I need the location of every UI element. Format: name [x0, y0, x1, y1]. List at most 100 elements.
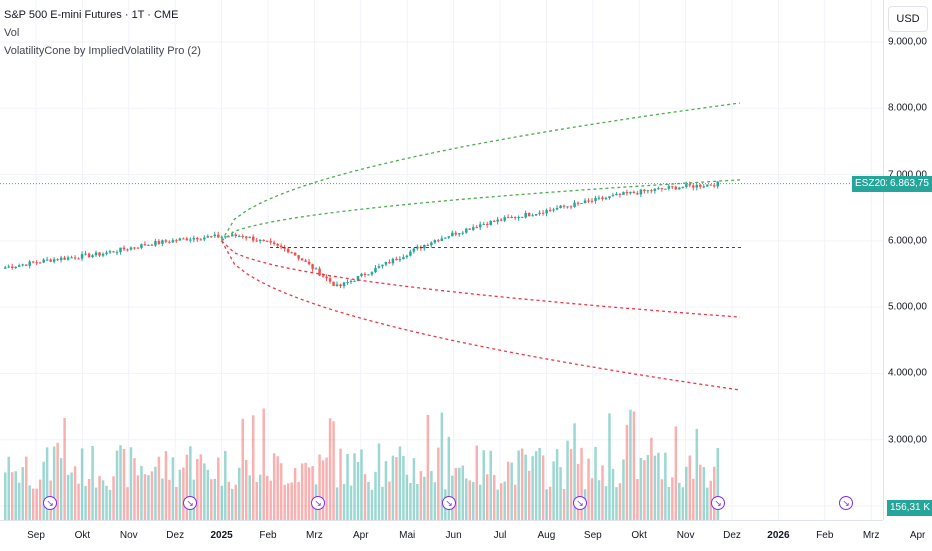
volume-bar [203, 463, 206, 520]
candle-body [374, 267, 377, 273]
event-icon[interactable]: ↘ [43, 496, 57, 510]
candle-body [108, 251, 112, 253]
volume-bar [56, 442, 59, 520]
volume-bar [548, 486, 552, 520]
last-price-tag: 6.863,75 [887, 176, 932, 192]
candle-body [196, 237, 199, 240]
volume-bar [220, 485, 224, 520]
candle-body [220, 236, 224, 238]
event-icon[interactable]: ↘ [183, 496, 197, 510]
candle-body [583, 200, 587, 204]
candle-body [510, 217, 513, 219]
volume-bar [363, 474, 367, 520]
volume-bar [541, 455, 545, 520]
candle-body [447, 236, 451, 238]
volume-bar [304, 462, 307, 520]
candle-body [688, 184, 692, 186]
candle-body [667, 186, 671, 189]
volume-bar [657, 452, 660, 520]
candle-body [370, 272, 374, 275]
candle-body [248, 236, 251, 238]
volume-bar [349, 485, 353, 520]
candle-body [657, 188, 660, 190]
volume-bar [143, 474, 147, 520]
volume-bar [175, 486, 178, 520]
volume-bar [21, 467, 24, 520]
volume-bar [594, 446, 597, 520]
symbol-title[interactable]: S&P 500 E-mini Futures · 1T · CME [4, 9, 179, 21]
price-label: 3.000,00 [888, 434, 927, 446]
volume-bar [210, 479, 213, 520]
event-icon[interactable]: ↘ [573, 496, 587, 510]
time-label: Sep [583, 530, 602, 541]
candle-body [38, 262, 42, 264]
event-icon[interactable]: ↘ [839, 496, 853, 510]
volume-bar [632, 411, 636, 520]
candle-body [395, 258, 398, 261]
volume-bar [576, 463, 580, 520]
event-icon[interactable]: ↘ [711, 496, 725, 510]
time-label: Aug [537, 530, 556, 541]
candle-body [426, 244, 430, 246]
candle-body [161, 240, 164, 244]
candles [4, 181, 720, 289]
candle-body [636, 193, 639, 195]
volume-bar [692, 478, 695, 520]
volume-indicator-label[interactable]: Vol [4, 27, 20, 39]
volume-bar [524, 454, 527, 520]
volume-bar [199, 454, 203, 520]
candle-body [489, 220, 492, 226]
volume-bar [339, 448, 342, 520]
candle-body [566, 206, 569, 208]
price-scale[interactable]: 9.000,00 8.000,00 7.000,00 6.000,00 5.000,00… [883, 0, 932, 520]
candle-body [234, 234, 238, 237]
candle-body [496, 219, 499, 222]
candle-body [674, 186, 678, 190]
candle-body [702, 186, 706, 188]
volume-bar [286, 483, 290, 520]
volume-bar [405, 474, 409, 520]
candle-body [590, 200, 594, 202]
candle-body [587, 200, 590, 202]
volume-bar [255, 482, 258, 520]
volume-bars [4, 408, 720, 520]
price-chart[interactable] [0, 0, 883, 520]
volume-bar [59, 458, 63, 520]
volume-bar [108, 489, 112, 520]
volume-bar [377, 443, 381, 520]
volume-bar [454, 468, 458, 520]
event-icon[interactable]: ↘ [442, 496, 456, 510]
volume-bar [325, 457, 328, 520]
volume-bar [482, 450, 485, 520]
candle-body [653, 188, 657, 191]
chart-area[interactable]: S&P 500 E-mini Futures · 1T · CME Vol Vo… [0, 0, 883, 520]
candle-body [115, 252, 119, 254]
candle-body [381, 264, 384, 267]
candle-body [713, 185, 716, 187]
volume-bar [625, 424, 629, 520]
volume-bar [611, 469, 615, 520]
candle-body [520, 216, 524, 218]
volume-bar [559, 467, 562, 520]
candle-body [293, 252, 297, 256]
time-scale[interactable]: Sep Okt Nov Dez 2025 Feb Mrz Apr Mai Jun Jul Aug Sep… [0, 520, 925, 551]
candle-body [241, 235, 245, 237]
candle-body [681, 186, 685, 188]
candle-body [4, 267, 7, 269]
candle-body [346, 282, 349, 284]
currency-button[interactable]: USD [888, 6, 928, 32]
candle-body [573, 202, 576, 208]
volume-bar [279, 463, 283, 520]
candle-body [272, 242, 276, 244]
candle-body [646, 190, 650, 192]
candle-body [517, 216, 520, 219]
candle-body [594, 197, 597, 202]
candle-body [353, 280, 356, 282]
volume-bar [307, 467, 311, 520]
event-icon[interactable]: ↘ [311, 496, 325, 510]
candle-body [286, 248, 290, 253]
price-label: 5.000,00 [888, 301, 927, 313]
volatility-cone-label[interactable]: VolatilityCone by ImpliedVolatility Pro … [4, 45, 201, 57]
candle-body [7, 266, 10, 268]
candle-body [227, 236, 231, 238]
